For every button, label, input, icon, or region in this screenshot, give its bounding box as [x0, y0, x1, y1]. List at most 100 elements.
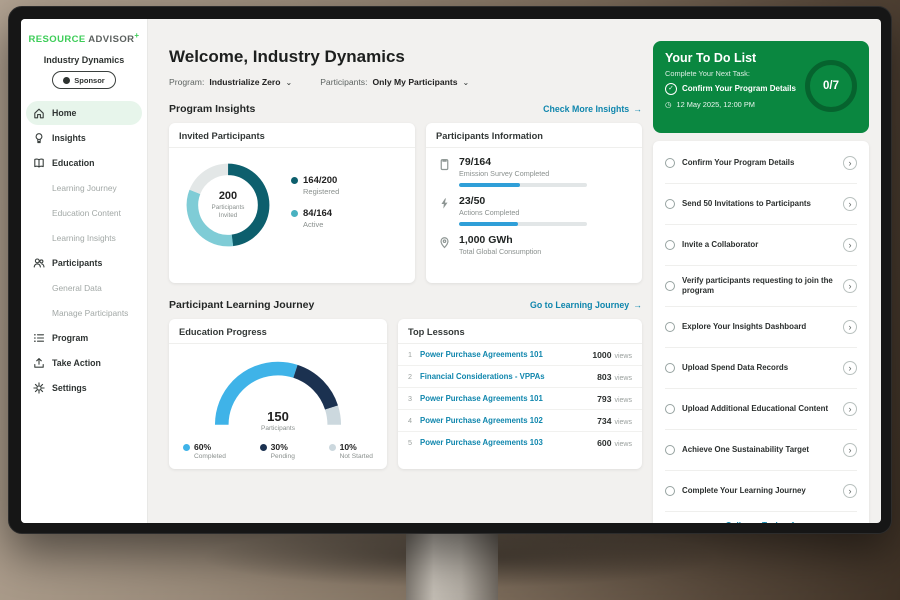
- chevron-right-icon[interactable]: ›: [843, 443, 857, 457]
- todo-checkbox[interactable]: [665, 240, 675, 250]
- lesson-views-suffix: views: [614, 374, 632, 382]
- sidebar-item-learning-journey[interactable]: Learning Journey: [21, 175, 147, 200]
- info-row-emission-survey: 79/164 Emission Survey Completed: [426, 148, 642, 187]
- program-select[interactable]: Program: Industrialize Zero ⌄: [169, 77, 292, 87]
- sidebar-item-education-content[interactable]: Education Content: [21, 200, 147, 225]
- todo-item-complete-learning-journey[interactable]: Complete Your Learning Journey ›: [665, 471, 857, 512]
- gauge-center-label: 150 Participants: [203, 409, 353, 432]
- section-title: Program Insights: [169, 103, 256, 115]
- go-to-learning-journey-link[interactable]: Go to Learning Journey →: [530, 300, 642, 310]
- lesson-link[interactable]: Power Purchase Agreements 101: [420, 350, 543, 359]
- sidebar-item-manage-participants[interactable]: Manage Participants: [21, 300, 147, 325]
- check-more-insights-link[interactable]: Check More Insights →: [543, 104, 642, 114]
- lesson-rank: 1: [408, 350, 412, 359]
- sidebar-item-settings[interactable]: Settings: [21, 375, 147, 400]
- todo-item-confirm-program-details[interactable]: Confirm Your Program Details ›: [665, 143, 857, 184]
- participants-select[interactable]: Participants: Only My Participants ⌄: [320, 77, 469, 87]
- todo-title: Your To Do List: [665, 51, 757, 65]
- link-label: Check More Insights: [543, 104, 630, 114]
- todo-item-send-invitations[interactable]: Send 50 Invitations to Participants ›: [665, 184, 857, 225]
- location-pin-icon: [438, 236, 451, 249]
- todo-checkbox[interactable]: [665, 486, 675, 496]
- sidebar-item-home[interactable]: Home: [26, 101, 142, 125]
- sidebar-item-take-action[interactable]: Take Action: [21, 350, 147, 375]
- chevron-right-icon[interactable]: ›: [843, 279, 857, 293]
- todo-hero-card: Your To Do List Complete Your Next Task:…: [653, 41, 869, 133]
- sidebar-item-label: Manage Participants: [52, 307, 129, 318]
- todo-item-label: Invite a Collaborator: [682, 239, 759, 249]
- lesson-row: 2 Financial Considerations - VPPAs 803 vi…: [398, 366, 642, 388]
- todo-item-label: Send 50 Invitations to Participants: [682, 198, 811, 208]
- chevron-up-icon: ⌃: [790, 520, 797, 523]
- sidebar-item-insights[interactable]: Insights: [21, 125, 147, 150]
- lesson-rank: 5: [408, 438, 412, 447]
- participants-select-value: Only My Participants: [372, 77, 458, 87]
- legend-item-pending: 30% Pending: [259, 442, 295, 460]
- chevron-down-icon[interactable]: ⌄: [462, 77, 470, 87]
- info-value: 1,000 GWh: [459, 234, 513, 246]
- progress-bar: [459, 183, 587, 187]
- org-name: Industry Dynamics: [43, 55, 125, 66]
- todo-checkbox[interactable]: [665, 281, 675, 291]
- learning-journey-header: Participant Learning Journey Go to Learn…: [169, 299, 642, 311]
- invited-participants-card: Invited Participants 200 Participants In…: [169, 123, 415, 283]
- info-label: Emission Survey Completed: [459, 169, 550, 178]
- chevron-right-icon[interactable]: ›: [843, 484, 857, 498]
- todo-checkbox[interactable]: [665, 322, 675, 332]
- lesson-rank: 4: [408, 416, 412, 425]
- lesson-views-suffix: views: [614, 352, 632, 360]
- collapse-tasks-link[interactable]: Collapse Tasks ⌃: [665, 512, 857, 524]
- sidebar-item-participants[interactable]: Participants: [21, 250, 147, 275]
- todo-checkbox[interactable]: [665, 158, 675, 168]
- program-insights-header: Program Insights Check More Insights →: [169, 103, 642, 115]
- lesson-views: 793: [597, 393, 612, 404]
- gear-icon: [33, 381, 45, 394]
- lesson-link[interactable]: Power Purchase Agreements 101: [420, 394, 543, 403]
- education-total-label: Participants: [261, 424, 295, 432]
- lesson-link[interactable]: Power Purchase Agreements 103: [420, 438, 543, 447]
- chevron-down-icon[interactable]: ⌄: [285, 77, 293, 87]
- chevron-right-icon[interactable]: ›: [843, 320, 857, 334]
- sidebar-item-education[interactable]: Education: [21, 150, 147, 175]
- sidebar-item-general-data[interactable]: General Data: [21, 275, 147, 300]
- check-circle-icon: ✓: [665, 83, 677, 95]
- chevron-right-icon[interactable]: ›: [843, 197, 857, 211]
- link-label: Go to Learning Journey: [529, 300, 630, 310]
- todo-item-upload-spend-data[interactable]: Upload Spend Data Records ›: [665, 348, 857, 389]
- lesson-row: 3 Power Purchase Agreements 101 793 views: [398, 388, 642, 410]
- chevron-right-icon[interactable]: ›: [843, 238, 857, 252]
- todo-checkbox[interactable]: [665, 445, 675, 455]
- sidebar-item-learning-insights[interactable]: Learning Insights: [21, 225, 147, 250]
- todo-item-invite-collaborator[interactable]: Invite a Collaborator ›: [665, 225, 857, 266]
- todo-checkbox[interactable]: [665, 199, 675, 209]
- lesson-row: 5 Power Purchase Agreements 103 600 views: [398, 432, 642, 453]
- program-select-value: Industrialize Zero: [209, 77, 281, 87]
- chevron-right-icon[interactable]: ›: [843, 361, 857, 375]
- todo-item-upload-educational-content[interactable]: Upload Additional Educational Content ›: [665, 389, 857, 430]
- todo-item-explore-insights[interactable]: Explore Your Insights Dashboard ›: [665, 307, 857, 348]
- chevron-right-icon[interactable]: ›: [843, 156, 857, 170]
- logo-text-resource: RESOURCE: [28, 34, 86, 46]
- legend-value: 30%: [270, 442, 288, 452]
- legend-dot: [259, 443, 267, 451]
- todo-due: ◷ 12 May 2025, 12:00 PM: [665, 100, 857, 109]
- todo-list-card: Confirm Your Program Details › Send 50 I…: [653, 141, 869, 523]
- todo-item-verify-participants[interactable]: Verify participants requesting to join t…: [665, 266, 857, 307]
- lesson-link[interactable]: Power Purchase Agreements 102: [420, 416, 543, 425]
- chevron-right-icon[interactable]: ›: [843, 402, 857, 416]
- legend-label: Active: [303, 220, 324, 229]
- todo-checkbox[interactable]: [665, 404, 675, 414]
- todo-item-achieve-target[interactable]: Achieve One Sustainability Target ›: [665, 430, 857, 471]
- book-icon: [33, 157, 45, 169]
- lesson-link[interactable]: Financial Considerations - VPPAs: [420, 372, 545, 381]
- todo-panel: Your To Do List Complete Your Next Task:…: [653, 19, 869, 523]
- sidebar-item-program[interactable]: Program: [21, 325, 147, 350]
- todo-item-label: Complete Your Learning Journey: [682, 485, 806, 495]
- legend-label: Pending: [270, 453, 295, 460]
- lesson-views-suffix: views: [614, 418, 632, 426]
- lesson-row: 1 Power Purchase Agreements 101 1000 view…: [398, 344, 642, 366]
- legend-value: 164/200: [303, 175, 338, 186]
- info-label: Total Global Consumption: [459, 247, 542, 256]
- next-task-label: Confirm Your Program Details: [682, 84, 796, 94]
- todo-checkbox[interactable]: [665, 363, 675, 373]
